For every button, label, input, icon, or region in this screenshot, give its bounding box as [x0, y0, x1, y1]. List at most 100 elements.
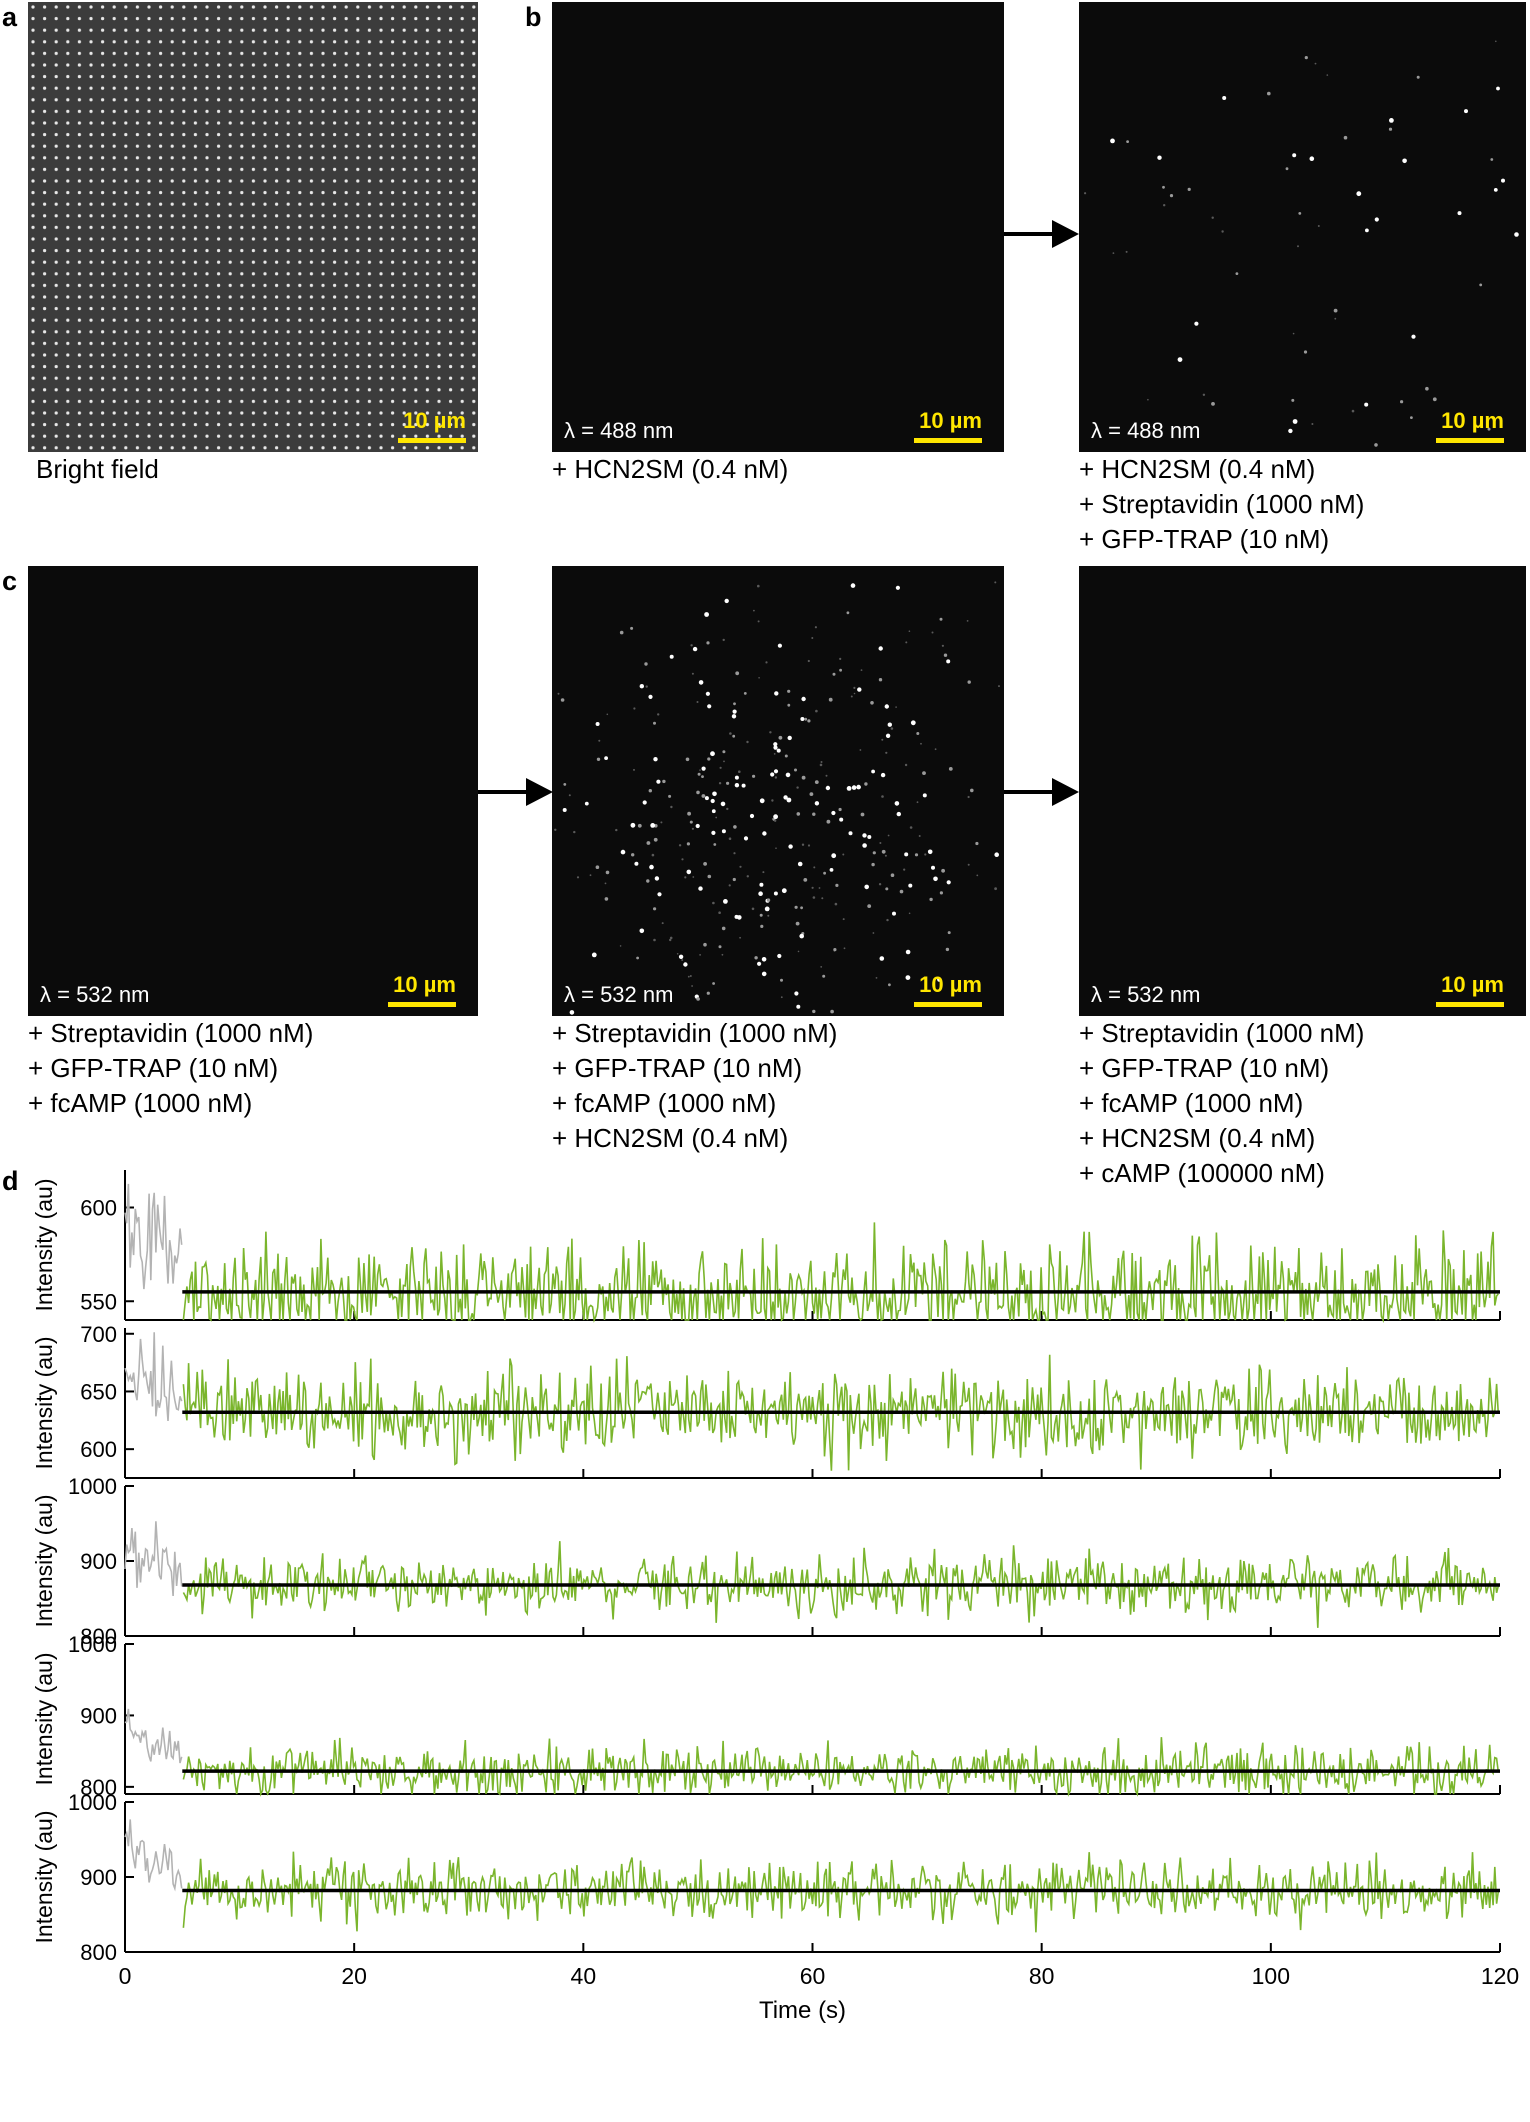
- fluorescent-spot: [860, 669, 863, 671]
- fluorescence-image-c2: λ = 532 nm 10 µm: [552, 566, 1004, 1016]
- y-tick-label: 600: [80, 1437, 117, 1462]
- fluorescent-spot: [703, 942, 707, 947]
- fluorescent-spot: [723, 760, 725, 763]
- fluorescent-spot: [994, 852, 999, 857]
- fluorescent-spot: [1125, 250, 1128, 253]
- fluorescent-spot: [1292, 332, 1295, 335]
- fluorescent-spot: [994, 581, 997, 584]
- fluorescent-spot: [887, 834, 890, 837]
- fluorescent-spot: [734, 783, 740, 788]
- fluorescent-spot: [892, 911, 896, 916]
- x-tick-label: 80: [1029, 1963, 1055, 1989]
- fluorescent-spot: [781, 888, 787, 894]
- fluorescent-spot: [1334, 317, 1337, 320]
- fluorescent-spot: [920, 742, 922, 745]
- y-tick-label: 1000: [68, 1474, 117, 1499]
- caption-line: + fcAMP (1000 nM): [1079, 1088, 1304, 1118]
- fluorescent-spot: [648, 694, 653, 699]
- fluorescent-spot: [864, 884, 869, 890]
- fluorescent-spot: [691, 827, 694, 830]
- fluorescent-spot: [683, 962, 688, 967]
- x-tick-label: 20: [341, 1963, 367, 1989]
- fluorescent-spot: [842, 853, 845, 856]
- fluorescent-spot: [557, 692, 560, 695]
- fluorescence-image-b1: λ = 488 nm 10 µm: [552, 2, 1004, 452]
- fluorescent-spot: [761, 957, 767, 962]
- fluorescent-spot: [796, 1004, 801, 1009]
- fluorescent-spot: [850, 583, 856, 588]
- fluorescent-spot: [807, 659, 810, 663]
- fluorescent-spot: [1112, 252, 1115, 255]
- fluorescent-spot: [794, 991, 799, 996]
- fluorescent-spot: [1416, 75, 1420, 79]
- fluorescent-spot: [796, 786, 799, 789]
- fluorescent-spot: [780, 978, 783, 982]
- trace-panel: 800 900 1000 Intensity (au): [31, 1474, 1501, 1649]
- fluorescent-spot: [722, 638, 725, 642]
- fluorescent-spot: [878, 883, 882, 886]
- fluorescent-spot: [681, 858, 684, 861]
- fluorescent-spot: [848, 831, 853, 836]
- fluorescent-spot: [1177, 357, 1183, 362]
- fluorescent-spot: [743, 836, 749, 841]
- fluorescent-spot: [899, 889, 904, 894]
- fluorescent-spot: [908, 630, 911, 632]
- trace-panel: 600 650 700 Intensity (au): [31, 1322, 1501, 1479]
- fluorescent-spot: [994, 887, 997, 891]
- fluorescent-spot: [661, 922, 664, 925]
- fluorescent-spot: [698, 886, 703, 891]
- fluorescent-spot: [568, 794, 571, 797]
- fluorescent-spot: [797, 950, 800, 953]
- fluorescent-spot: [706, 991, 710, 995]
- fluorescent-spot: [825, 785, 831, 791]
- fluorescent-spot: [696, 790, 700, 795]
- fluorescent-spot: [831, 853, 837, 859]
- fluorescent-spot: [830, 1009, 834, 1014]
- fluorescent-spot: [879, 842, 882, 844]
- fluorescent-spot: [885, 751, 888, 754]
- fluorescent-spot: [732, 877, 736, 882]
- fluorescence-image-b2: λ = 488 nm 10 µm: [1079, 2, 1526, 452]
- panel-label-a: a: [2, 2, 18, 32]
- early-trace-line: [124, 1332, 183, 1421]
- fluorescent-spot: [896, 811, 901, 817]
- fluorescent-spot: [776, 748, 781, 753]
- fluorescent-spot: [872, 932, 875, 934]
- fluorescent-spot: [786, 797, 792, 803]
- fluorescent-spot: [929, 897, 933, 902]
- fluorescent-spot: [1490, 158, 1494, 161]
- fluorescent-spot: [670, 805, 673, 809]
- fluorescent-spot: [701, 775, 704, 778]
- fluorescent-spot: [653, 837, 658, 842]
- fluorescent-spot: [743, 692, 747, 695]
- panel-label-c: c: [2, 566, 18, 596]
- fluorescent-spot: [719, 766, 722, 769]
- scale-bar: [398, 438, 466, 443]
- fluorescent-spot: [839, 817, 844, 822]
- fluorescent-spot: [773, 891, 778, 896]
- fluorescent-spot: [1479, 283, 1483, 287]
- fluorescent-spot: [761, 971, 767, 977]
- panel-label-d: d: [2, 1166, 19, 1196]
- fluorescent-spot: [775, 847, 777, 849]
- fluorescent-spot: [1464, 109, 1468, 114]
- y-axis-label: Intensity (au): [31, 1179, 57, 1312]
- fluorescent-spot: [890, 727, 894, 730]
- caption-line: + fcAMP (1000 nM): [28, 1088, 253, 1118]
- fluorescent-spot: [934, 748, 937, 751]
- fluorescence-image-c3: λ = 532 nm 10 µm: [1079, 566, 1526, 1016]
- fluorescent-spot: [704, 612, 709, 617]
- fluorescent-spot: [846, 786, 852, 791]
- fluorescent-spot: [800, 906, 803, 910]
- fluorescent-spot: [1298, 212, 1302, 215]
- fluorescent-spot: [796, 812, 801, 816]
- fluorescent-spot: [905, 975, 911, 980]
- fluorescent-spot: [653, 757, 658, 762]
- fluorescent-spot: [757, 961, 762, 966]
- fluorescent-spot: [710, 798, 715, 804]
- fluorescent-spot: [651, 853, 655, 857]
- fluorescent-spot: [905, 641, 908, 644]
- fluorescent-spot: [724, 598, 729, 604]
- fluorescent-spot: [967, 863, 970, 866]
- arrow-right-icon: [1004, 220, 1079, 248]
